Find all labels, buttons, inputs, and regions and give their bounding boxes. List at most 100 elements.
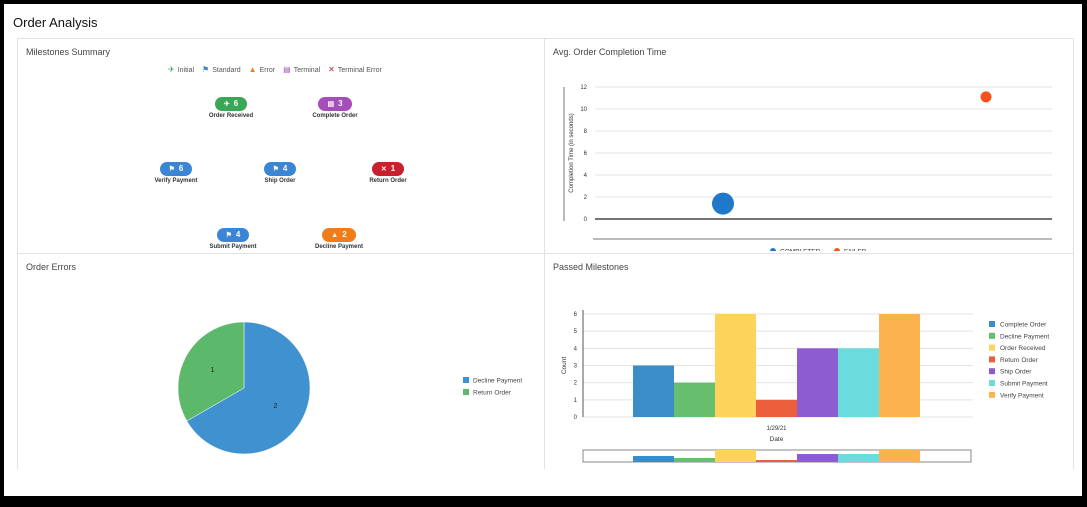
milestone-return-order[interactable]: ✕ 1 Return Order [348,158,428,184]
milestone-ship-order[interactable]: ⚑ 4 Ship Order [240,158,320,184]
legend-swatch-submit-payment [989,380,995,386]
completion-time-chart: 0 2 4 6 8 10 12 Completion Time (in seconds) COM… [563,85,1052,252]
milestone-icon: ⚑ [225,232,232,239]
slice-value-label: 1 [211,367,215,374]
y-axis-label: Completion Time (in seconds) [569,113,575,192]
legend-label: Standard [212,67,241,74]
milestone-count-badge: ▤ 3 [318,97,352,111]
legend-label: Initial [177,67,195,74]
legend-swatch-complete-order [989,321,995,327]
point-completed[interactable] [712,192,734,215]
legend-swatch-order-received [989,344,995,351]
y-axis-label: Count [561,357,568,375]
milestone-verify-payment[interactable]: ⚑ 6 Verify Payment [136,158,216,184]
milestone-icon: ▤ [327,101,335,108]
milestone-label: Order Received [208,113,254,119]
milestone-icon: ✕ [380,166,387,173]
milestone-icon: ✈ [223,101,230,108]
y-tick-label: 2 [574,381,578,387]
legend-completed: COMPLETED [780,249,821,252]
bar-verify-payment[interactable] [879,314,920,417]
y-tick-label: 0 [574,415,578,421]
milestone-label: Ship Order [264,178,296,184]
nav-bar-verify-payment [879,450,920,462]
legend-swatch-verify-payment [989,391,995,398]
milestone-label: Submit Payment [209,244,257,250]
nav-bar-submit-payment [838,454,879,462]
milestones-summary-title: Milestones Summary [26,47,111,57]
milestone-count: 4 [235,230,241,239]
bar-complete-order[interactable] [633,365,674,418]
page-frame: Order Analysis Milestones Summary ✈ Initi… [4,4,1082,496]
milestone-order-received[interactable]: ✈ 6 Order Received [191,93,271,119]
terminal-icon: ▤ [283,65,291,74]
y-tick-label: 6 [584,151,588,157]
milestone-submit-payment[interactable]: ⚑ 4 Submit Payment [193,224,273,250]
milestone-count-badge: ✈ 6 [214,97,248,111]
bar-ship-order[interactable] [797,348,838,417]
milestones-legend: ✈ Initial ⚑ Standard ▲ Error ▤ Terminal ✕ Termina… [168,65,390,74]
page-title: Order Analysis [13,15,98,30]
flag-icon: ⚑ [202,65,210,74]
nav-bar-ship-order [797,454,838,462]
legend-label: Terminal [293,67,321,74]
nav-bar-complete-order [633,456,674,462]
close-icon: ✕ [328,65,335,74]
milestone-count-badge: ⚑ 6 [159,162,193,176]
nav-bar-decline-payment [674,458,715,462]
milestone-count: 2 [342,230,347,239]
y-tick-label: 12 [580,85,587,91]
completion-time-panel: Avg. Order Completion Time 0 2 4 6 8 10 12 Comp… [544,38,1074,254]
y-tick-label: 8 [584,129,588,135]
slice-value-label: 2 [273,403,277,410]
milestones-summary-panel: Milestones Summary ✈ Initial ⚑ Standard ▲ Err… [17,38,545,254]
y-tick-label: 3 [574,364,578,370]
legend-swatch-decline-payment [989,332,995,339]
y-tick-label: 6 [574,312,578,318]
milestone-label: Complete Order [312,113,358,119]
legend-decline-payment: Decline Payment [473,378,522,385]
bar-submit-payment[interactable] [838,348,879,417]
legend-error: ▲ Error [248,65,275,74]
legend-decline-payment: Decline Payment [1000,333,1049,340]
bar-decline-payment[interactable] [674,382,715,417]
legend-failed: FAILED [844,249,867,252]
order-errors-title: Order Errors [26,262,77,272]
completion-time-title: Avg. Order Completion Time [553,47,667,57]
legend-return-order: Return Order [1000,357,1039,364]
milestone-icon: ⚑ [168,166,175,173]
milestone-count: 6 [178,164,184,173]
y-tick-label: 10 [580,107,587,113]
nav-bar-return-order [756,460,797,462]
milestone-complete-order[interactable]: ▤ 3 Complete Order [295,93,375,119]
y-tick-label: 4 [574,346,578,352]
milestone-count: 1 [390,164,396,173]
milestone-icon: ⚑ [272,166,279,173]
legend-swatch-decline-payment [463,377,469,383]
legend-swatch-ship-order [989,368,995,375]
milestone-icon: ▲ [331,232,339,239]
point-failed[interactable] [980,91,992,103]
bar-order-received[interactable] [715,314,756,417]
milestone-decline-payment[interactable]: ▲ 2 Decline Payment [299,224,379,250]
bar-return-order[interactable] [756,399,797,417]
slice-return-order[interactable] [177,321,245,422]
milestone-count-badge: ▲ 2 [322,228,356,242]
passed-milestones-chart: 0 1 2 3 4 5 6 Count 1/29/21 Date Complete Order Dec… [561,310,1049,463]
legend-marker-failed [834,248,840,251]
slice-decline-payment[interactable] [186,321,311,455]
milestone-count: 3 [338,99,343,108]
legend-terminal: ▤ Terminal [283,65,321,74]
order-errors-chart: 2 1 Decline Payment Return Order [177,321,522,455]
y-tick-label: 4 [584,173,588,179]
milestone-label: Decline Payment [314,244,364,250]
legend-marker-completed [770,248,776,251]
milestone-label: Return Order [369,178,407,184]
warning-icon: ▲ [248,65,257,74]
x-tick-label: 1/29/21 [766,426,787,432]
milestone-label: Verify Payment [154,178,198,184]
milestone-count-badge: ⚑ 4 [263,162,297,176]
x-axis-label: Date [770,436,784,443]
milestone-count-badge: ✕ 1 [371,162,405,176]
order-errors-panel: Order Errors 2 1 Decline Payment Return Ord… [17,253,545,469]
